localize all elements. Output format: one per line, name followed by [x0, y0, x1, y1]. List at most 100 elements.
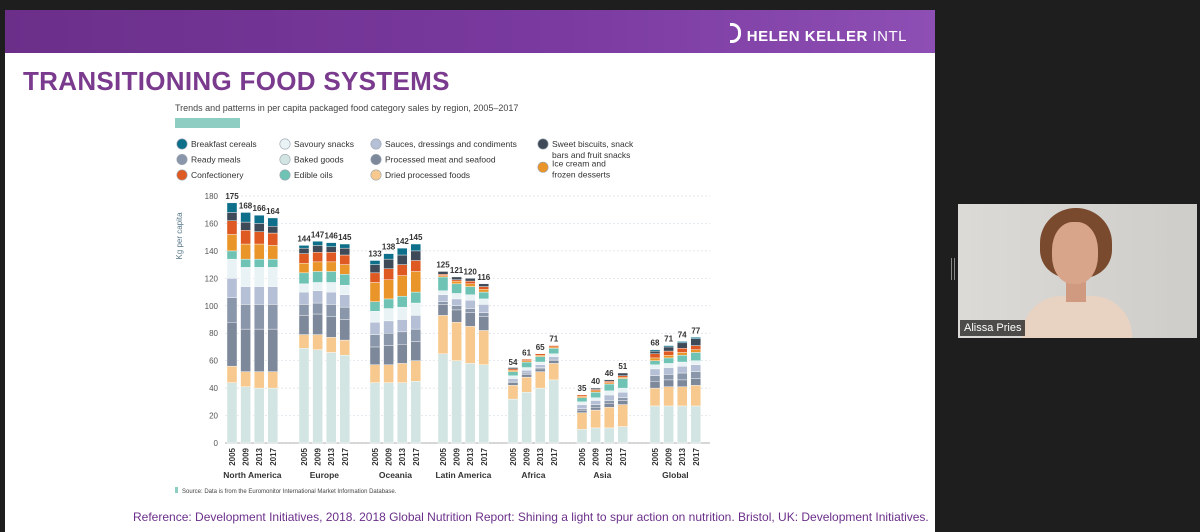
bar-segment — [240, 221, 251, 231]
bar-segment — [326, 291, 337, 305]
bar-total-label: 120 — [464, 267, 478, 276]
bar-segment — [240, 371, 251, 387]
region-label: Africa — [521, 470, 545, 480]
bar-segment — [649, 381, 661, 389]
bar-segment — [521, 372, 532, 375]
logo-text-bold: HELEN KELLER — [746, 28, 868, 45]
bar-segment — [478, 286, 489, 290]
bar-segment — [267, 328, 278, 372]
bar-segment — [521, 361, 532, 368]
chart-title-accent — [175, 118, 240, 128]
bar-segment — [383, 333, 394, 346]
x-tick-year: 2013 — [466, 447, 475, 465]
bar-segment — [548, 359, 559, 361]
bar-segment — [410, 360, 421, 382]
bar-segment — [451, 360, 462, 444]
bar-segment — [690, 338, 701, 346]
bar-segment — [576, 429, 588, 444]
bar-segment — [369, 334, 381, 348]
bar-segment — [410, 381, 421, 444]
bar-segment — [312, 313, 323, 335]
bar-segment — [604, 382, 615, 385]
bar-segment — [604, 427, 615, 444]
bar-total-label: 145 — [338, 233, 352, 242]
legend-swatch — [279, 154, 291, 166]
bar-segment — [590, 397, 601, 401]
x-tick-year: 2017 — [269, 447, 278, 465]
bar-segment — [690, 337, 701, 339]
bar-total-label: 125 — [436, 260, 450, 269]
bar-segment — [240, 267, 251, 287]
legend-swatch — [537, 138, 549, 150]
x-tick-year: 2005 — [439, 447, 448, 465]
bar-total-label: 54 — [509, 358, 518, 367]
legend-label: Confectionery — [191, 170, 244, 180]
bar-segment — [253, 267, 265, 287]
participant-name: Alissa Pries — [960, 320, 1026, 336]
bar-segment — [604, 394, 615, 401]
legend-swatch — [537, 161, 549, 173]
bar-segment — [465, 283, 476, 287]
bar-segment — [298, 334, 310, 349]
bar-segment — [226, 258, 238, 279]
presentation-slide: HELEN KELLER INTL TRANSITIONING FOOD SYS… — [5, 10, 935, 532]
bar-segment — [521, 360, 532, 363]
legend-swatch — [370, 154, 382, 166]
bar-total-label: 133 — [368, 249, 382, 258]
bar-segment — [383, 268, 394, 280]
bar-segment — [617, 426, 628, 444]
participant-video[interactable]: Alissa Pries — [958, 204, 1197, 338]
bar-segment — [312, 334, 323, 350]
bar-segment — [478, 364, 489, 444]
bar-segment — [604, 407, 615, 429]
bar-segment — [326, 261, 337, 272]
bar-segment — [298, 245, 310, 249]
bar-segment — [369, 260, 381, 265]
bar-segment — [253, 231, 265, 245]
bar-segment — [339, 306, 350, 320]
bar-segment — [507, 381, 519, 383]
bar-segment — [437, 301, 449, 305]
bar-segment — [590, 409, 601, 429]
bar-segment — [267, 245, 278, 260]
legend-swatch — [370, 169, 382, 181]
bar-segment — [240, 286, 251, 305]
bar-segment — [663, 379, 674, 387]
bar-segment — [298, 272, 310, 285]
y-tick-label: 140 — [205, 247, 219, 256]
legend-swatch — [279, 138, 291, 150]
bar-segment — [649, 350, 661, 355]
bar-segment — [383, 258, 394, 269]
x-tick-year: 2009 — [453, 447, 462, 465]
bar-segment — [535, 356, 546, 363]
helen-keller-logo: HELEN KELLER INTL — [729, 23, 907, 45]
bar-segment — [649, 364, 661, 370]
bar-segment — [507, 398, 519, 444]
bar-segment — [267, 286, 278, 305]
bar-segment — [383, 279, 394, 300]
bar-segment — [437, 290, 449, 295]
bar-segment — [590, 400, 601, 405]
bar-segment — [649, 387, 661, 407]
bar-segment — [240, 258, 251, 268]
bar-segment — [507, 375, 519, 379]
bar-segment — [649, 360, 661, 365]
bar-segment — [253, 371, 265, 389]
bar-segment — [677, 348, 688, 353]
bar-segment — [326, 271, 337, 283]
legend-label: Processed meat and seafood — [385, 155, 496, 165]
bar-segment — [617, 400, 628, 405]
bar-segment — [312, 252, 323, 263]
bar-segment — [465, 300, 476, 309]
bar-segment — [535, 368, 546, 372]
bar-segment — [226, 220, 238, 235]
bar-total-label: 68 — [651, 339, 660, 348]
x-tick-year: 2009 — [385, 447, 394, 465]
bar-total-label: 121 — [450, 266, 464, 275]
bar-segment — [478, 316, 489, 331]
bar-segment — [663, 354, 674, 359]
bar-segment — [410, 260, 421, 272]
bar-segment — [690, 405, 701, 444]
panel-resize-handle[interactable] — [951, 258, 955, 280]
bar-total-label: 35 — [578, 384, 587, 393]
